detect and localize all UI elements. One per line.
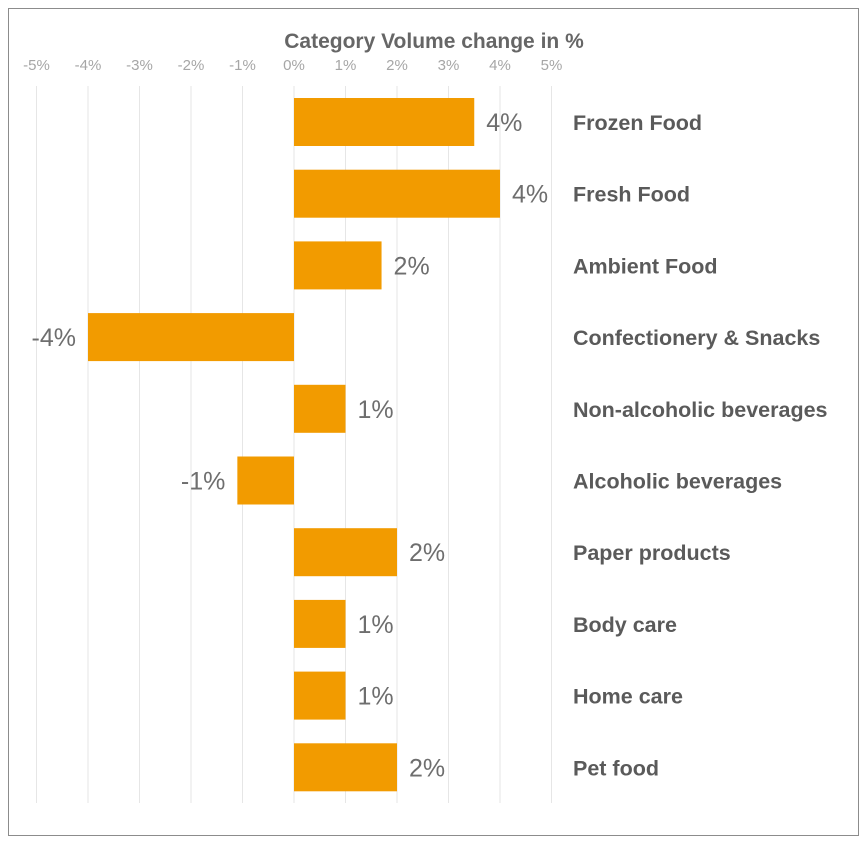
- x-tick-label: 2%: [386, 57, 408, 74]
- category-label: Body care: [573, 613, 677, 637]
- category-label: Confectionery & Snacks: [573, 326, 820, 350]
- data-label: 2%: [409, 754, 445, 782]
- bar: [237, 456, 294, 505]
- x-tick-label: -3%: [126, 57, 153, 74]
- category-label: Home care: [573, 685, 683, 709]
- x-tick-label: -1%: [229, 57, 256, 74]
- bar: [88, 313, 294, 362]
- category-label: Fresh Food: [573, 183, 690, 207]
- data-label: -4%: [32, 324, 76, 352]
- category-label: Frozen Food: [573, 111, 702, 135]
- bar: [294, 241, 382, 290]
- x-tick-label: -4%: [75, 57, 102, 74]
- x-tick-label: 4%: [489, 57, 511, 74]
- category-label: Paper products: [573, 541, 731, 565]
- data-label: 1%: [358, 611, 394, 639]
- data-label: 4%: [486, 109, 522, 137]
- x-tick-label: -5%: [23, 57, 50, 74]
- bar: [294, 743, 397, 792]
- bar: [294, 98, 475, 146]
- category-label: Non-alcoholic beverages: [573, 398, 828, 422]
- data-label: 1%: [358, 683, 394, 711]
- x-tick-label: -2%: [178, 57, 205, 74]
- data-label: 1%: [358, 396, 394, 424]
- category-label: Alcoholic beverages: [573, 470, 782, 494]
- x-tick-label: 1%: [335, 57, 357, 74]
- bar: [294, 599, 346, 648]
- x-tick-label: 3%: [438, 57, 460, 74]
- category-label: Ambient Food: [573, 254, 718, 278]
- category-label: Pet food: [573, 756, 659, 780]
- x-tick-label: 5%: [541, 57, 563, 74]
- bar: [294, 671, 346, 720]
- data-label: 2%: [409, 539, 445, 567]
- chart-title: Category Volume change in %: [284, 30, 584, 53]
- x-tick-label: 0%: [283, 57, 305, 74]
- bar: [294, 384, 346, 433]
- data-label: 4%: [512, 181, 548, 209]
- bar: [294, 169, 500, 218]
- bar: [294, 528, 397, 577]
- data-label: -1%: [181, 468, 225, 496]
- data-label: 2%: [394, 252, 430, 280]
